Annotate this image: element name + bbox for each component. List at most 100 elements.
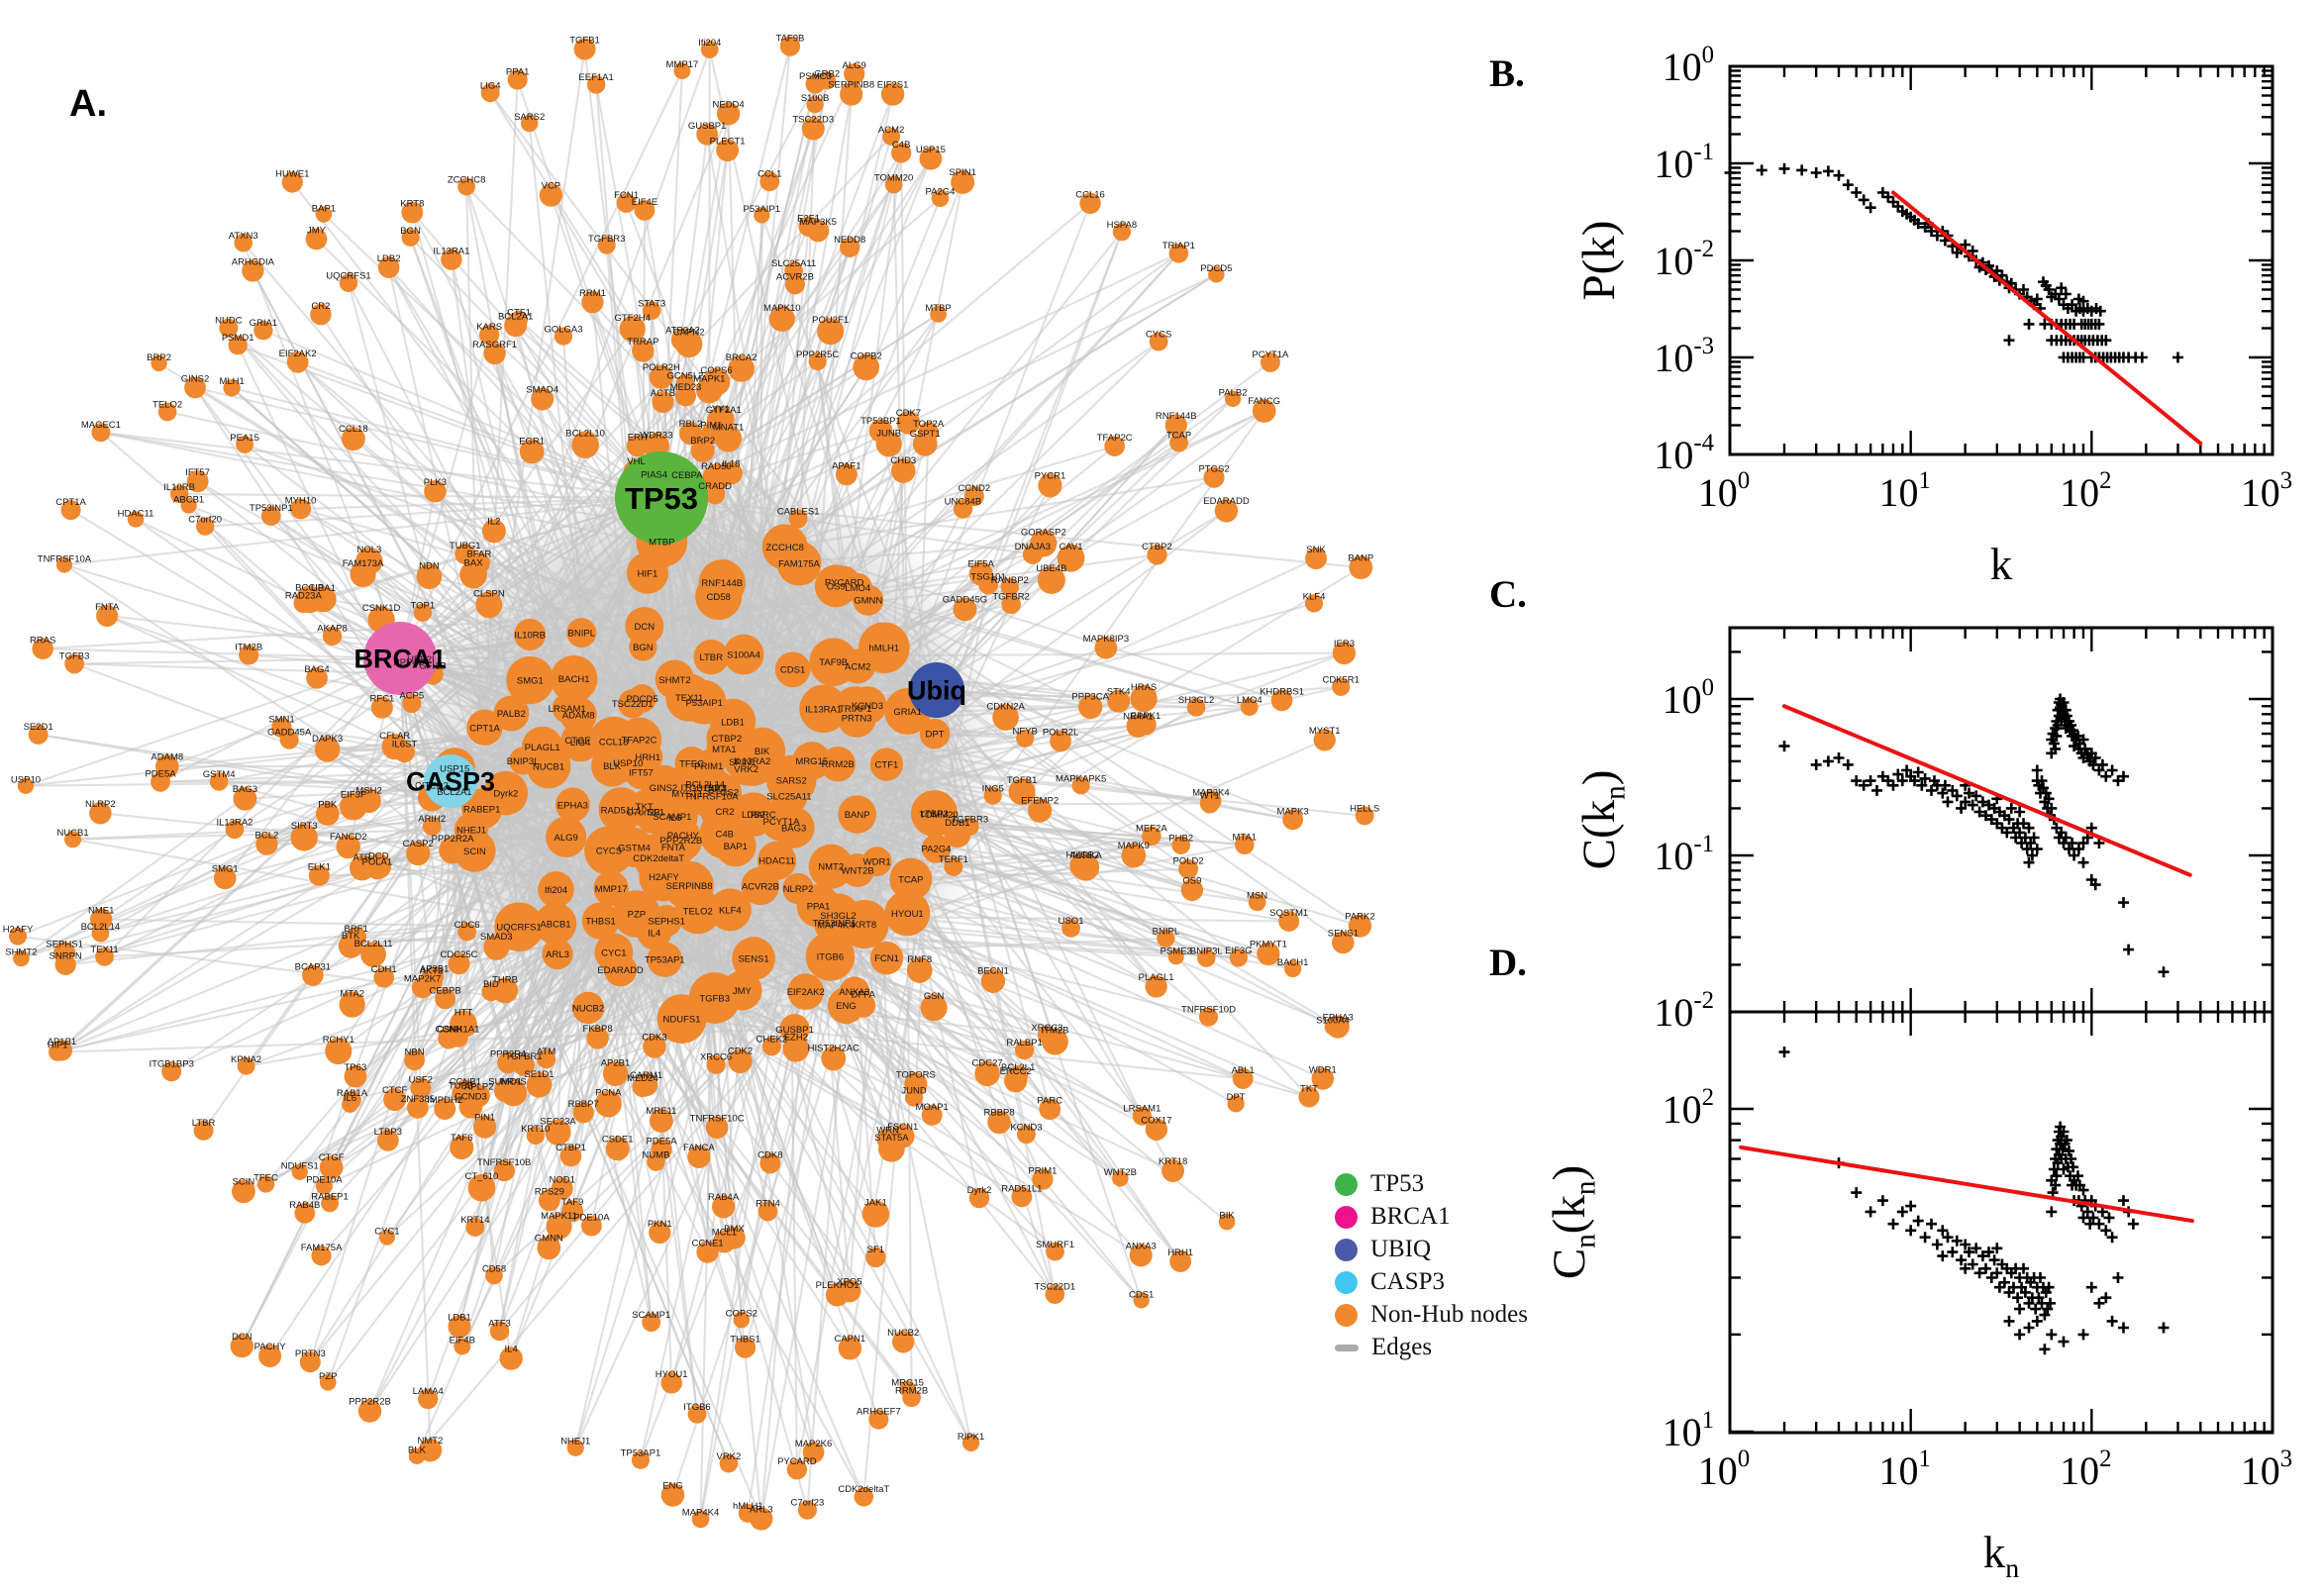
network-node (1311, 1067, 1335, 1090)
network-node (439, 836, 466, 864)
network-node (514, 618, 547, 650)
svg-text:SMN1: SMN1 (268, 715, 294, 726)
svg-text:MOAP1: MOAP1 (916, 1102, 949, 1113)
svg-text:SMAD4: SMAD4 (526, 384, 558, 395)
svg-text:AP1B1: AP1B1 (48, 1037, 77, 1047)
svg-text:DDB1: DDB1 (945, 818, 969, 829)
svg-text:CABLES1: CABLES1 (777, 507, 820, 518)
network-node (60, 500, 81, 521)
network-node (13, 949, 30, 967)
network-node (1142, 826, 1162, 847)
svg-text:CD58: CD58 (482, 1264, 506, 1275)
network-node (1332, 931, 1355, 954)
network-node (1304, 594, 1324, 613)
svg-text:NHEJ1: NHEJ1 (560, 1437, 590, 1447)
svg-text:FAM175A: FAM175A (301, 1243, 343, 1253)
svg-text:TSC22D1: TSC22D1 (1034, 1281, 1075, 1292)
network-node (806, 95, 824, 114)
svg-text:PRTN3: PRTN3 (842, 714, 872, 725)
network-node (1248, 893, 1266, 912)
network-node (321, 1194, 340, 1213)
network-node (1227, 1095, 1245, 1113)
svg-text:RRM1: RRM1 (579, 288, 606, 299)
svg-text:NUCB1: NUCB1 (533, 761, 564, 772)
svg-text:P53AIP1: P53AIP1 (744, 204, 781, 215)
network-node (782, 1035, 810, 1062)
svg-text:BGN: BGN (633, 643, 654, 653)
svg-text:NEDD8: NEDD8 (834, 235, 865, 246)
svg-text:SHMT2: SHMT2 (658, 675, 690, 686)
network-node (919, 147, 943, 170)
tick-label: 101 (1663, 1407, 1714, 1454)
network-node (861, 1200, 890, 1228)
network-node (507, 69, 528, 90)
svg-text:TRRAP: TRRAP (627, 337, 658, 348)
network-node (566, 618, 597, 648)
svg-text:LDB1: LDB1 (448, 1312, 471, 1323)
svg-text:ATR: ATR (354, 852, 371, 863)
svg-text:LIG4: LIG4 (570, 738, 591, 748)
svg-text:MAPK8IP3: MAPK8IP3 (1083, 634, 1129, 645)
network-node (891, 143, 912, 163)
network-node (670, 328, 695, 351)
network-node (448, 1315, 471, 1339)
svg-text:TCAP: TCAP (1166, 431, 1191, 442)
network-node (1147, 545, 1167, 565)
svg-text:GUSBP1: GUSBP1 (688, 121, 727, 132)
network-node (305, 228, 328, 250)
y-axis-title-C: C(kn​) (1573, 770, 1631, 870)
svg-text:TUBB: TUBB (449, 1081, 473, 1092)
network-node (819, 908, 853, 942)
svg-text:IL6: IL6 (668, 813, 681, 824)
network-node (459, 560, 487, 589)
svg-text:SENS1: SENS1 (738, 954, 768, 965)
svg-text:PRIM1: PRIM1 (694, 761, 723, 772)
svg-text:BCL2L1: BCL2L1 (1001, 1062, 1035, 1073)
svg-text:MAP4K4: MAP4K4 (682, 1507, 720, 1518)
network-node (581, 902, 620, 940)
svg-text:ATP2A2: ATP2A2 (665, 326, 700, 337)
network-node (1224, 390, 1242, 407)
svg-text:CAV1: CAV1 (1059, 542, 1082, 552)
svg-text:ALG9: ALG9 (843, 60, 866, 71)
svg-text:IFT57: IFT57 (185, 467, 210, 478)
network-node (271, 717, 292, 739)
svg-text:UBE2I: UBE2I (407, 654, 434, 665)
svg-text:PALB2: PALB2 (1219, 388, 1248, 399)
svg-text:CRADD: CRADD (698, 481, 732, 492)
svg-text:ABL1: ABL1 (1232, 1065, 1255, 1076)
network-node (233, 786, 257, 811)
network-node (983, 786, 1002, 805)
network-node (1167, 948, 1184, 965)
network-node (1071, 776, 1090, 795)
network-node (1121, 843, 1147, 868)
network-node (497, 1051, 519, 1074)
svg-text:USP10: USP10 (11, 775, 41, 786)
svg-text:POU2F1: POU2F1 (812, 315, 849, 326)
svg-text:TGFBR3: TGFBR3 (588, 234, 625, 245)
tick-label: 100 (1698, 1446, 1750, 1493)
network-node (286, 351, 309, 373)
svg-text:LDB2: LDB2 (377, 253, 401, 264)
svg-text:APLP2: APLP2 (464, 1082, 494, 1093)
network-node (880, 82, 905, 106)
svg-text:ING5: ING5 (982, 784, 1004, 795)
svg-text:RANBP2: RANBP2 (991, 575, 1029, 586)
svg-text:CD58: CD58 (707, 592, 731, 603)
network-node (559, 696, 597, 734)
network-node (311, 1246, 332, 1266)
svg-text:PYCARD: PYCARD (825, 577, 864, 588)
tick-label: 102 (1663, 1084, 1714, 1132)
network-node (526, 744, 571, 789)
svg-text:JAK1: JAK1 (864, 1197, 887, 1208)
svg-text:MRG15: MRG15 (795, 756, 828, 767)
network-node (723, 634, 764, 675)
svg-text:OS9: OS9 (1182, 876, 1201, 887)
svg-text:GSTM4: GSTM4 (618, 843, 651, 853)
svg-text:COPS2: COPS2 (726, 1309, 758, 1320)
svg-text:PLK3: PLK3 (424, 477, 447, 488)
network-node (779, 1014, 810, 1045)
legend-label: Edges (1371, 1334, 1433, 1360)
network-node (526, 1071, 553, 1098)
network-node (322, 626, 343, 647)
